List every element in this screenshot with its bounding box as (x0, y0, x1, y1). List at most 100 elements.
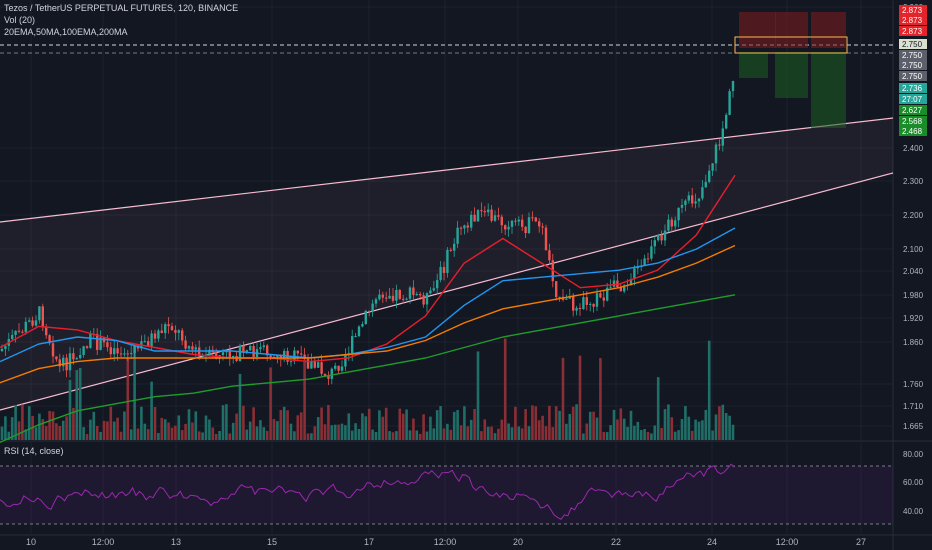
volume-bar (401, 413, 405, 440)
volume-bar (629, 410, 633, 440)
volume-bar (89, 419, 92, 440)
volume-bar (174, 425, 177, 440)
price-tick: 1.860 (903, 338, 924, 347)
candle-body (259, 347, 262, 350)
volume-bar (344, 425, 347, 440)
upper-trendline (0, 117, 894, 223)
volume-bar (109, 406, 113, 440)
volume-bar (544, 426, 548, 440)
price-tick: 1.760 (903, 380, 924, 389)
candle-body (534, 217, 537, 222)
candle-body (453, 243, 456, 251)
price-tick: 2.200 (903, 211, 924, 220)
candle-body (147, 341, 150, 347)
volume-bar (497, 428, 500, 440)
candle-body (385, 297, 388, 299)
volume-bar (442, 428, 446, 440)
candle-body (55, 356, 58, 360)
symbol-legend[interactable]: Tezos / TetherUS PERPETUAL FUTURES, 120,… (4, 3, 242, 13)
candle-body (415, 294, 418, 296)
time-axis[interactable]: 10 12:00 13 15 17 12:00 20 22 24 12:00 27 (26, 537, 866, 547)
candle-body (340, 366, 344, 371)
volume-bar (361, 413, 364, 440)
price-tag-label: 2.750 (902, 61, 923, 70)
rsi-line (0, 463, 735, 520)
candle-body (660, 234, 663, 241)
volume-bar (653, 425, 657, 440)
volume-bar (153, 406, 157, 440)
time-tick: 13 (171, 537, 181, 547)
volume-bar (429, 416, 432, 440)
candle-body (439, 267, 442, 281)
candle-body (514, 220, 517, 222)
time-tick: 12:00 (92, 537, 115, 547)
volume-bar (524, 409, 527, 440)
price-tag-label: 2.568 (902, 117, 923, 126)
candle-body (592, 303, 595, 307)
stop-zone-1 (739, 12, 776, 48)
volume-bar (259, 420, 262, 440)
volume-bar (643, 428, 646, 440)
volume-bar (639, 429, 643, 440)
price-axis[interactable]: 2.9002.4002.3002.2002.1002.0401.9801.920… (899, 3, 927, 516)
volume-bar (667, 404, 670, 440)
volume-bar (714, 414, 718, 440)
volume-bar (514, 406, 517, 440)
volume-bar (48, 411, 51, 440)
candle-body (449, 249, 452, 251)
volume-bar (157, 433, 160, 440)
volume-bar (150, 381, 153, 440)
volume-bar (592, 411, 595, 440)
candle-body (721, 128, 724, 146)
candle-body (623, 285, 626, 292)
volume-bar (65, 416, 68, 440)
candle-body (38, 306, 41, 321)
volume-bar (582, 433, 585, 440)
volume-bar (72, 407, 75, 440)
volume-bar (483, 419, 487, 440)
volume-bar (551, 427, 555, 440)
candle-body (429, 290, 432, 294)
volume-bar (201, 432, 204, 440)
volume-bar (704, 409, 708, 440)
volume-bar (197, 431, 201, 440)
volume-bar (673, 431, 677, 440)
price-tick: 1.710 (903, 402, 924, 411)
volume-bar (299, 412, 303, 440)
candle-body (181, 330, 184, 341)
price-tick: 2.300 (903, 177, 924, 186)
candle-body (153, 333, 157, 339)
rsi-pane (0, 463, 893, 525)
volume-bar (4, 416, 7, 440)
candle-body (636, 266, 639, 269)
candle-body (41, 306, 44, 328)
candle-body (191, 346, 194, 350)
candle-body (725, 114, 728, 129)
volume-bar (656, 377, 660, 440)
candle-body (374, 299, 378, 304)
volume-bar (503, 338, 507, 440)
volume-bar (599, 358, 602, 440)
rsi-legend[interactable]: RSI (14, close) (4, 446, 64, 456)
candle-body (595, 293, 599, 307)
volume-bar (422, 414, 425, 440)
volume-bar (449, 429, 453, 440)
time-tick: 27 (856, 537, 866, 547)
price-tag (899, 50, 927, 60)
volume-legend[interactable]: Vol (20) (4, 15, 39, 25)
volume-bar (575, 404, 578, 440)
volume-bar (384, 407, 388, 440)
volume-bar (313, 426, 317, 440)
ma200-line (0, 294, 736, 444)
volume-bar (534, 406, 538, 440)
ema-legend[interactable]: 20EMA,50MA,100EMA,200MA (4, 27, 132, 37)
volume-bar (486, 426, 490, 440)
volume-bar (480, 431, 483, 440)
time-tick: 12:00 (776, 537, 799, 547)
volume-bar (180, 430, 184, 440)
candle-body (711, 163, 714, 171)
candle-body (133, 345, 136, 354)
candle-body (599, 293, 602, 298)
moving-averages (0, 174, 736, 444)
candle-body (187, 346, 191, 349)
